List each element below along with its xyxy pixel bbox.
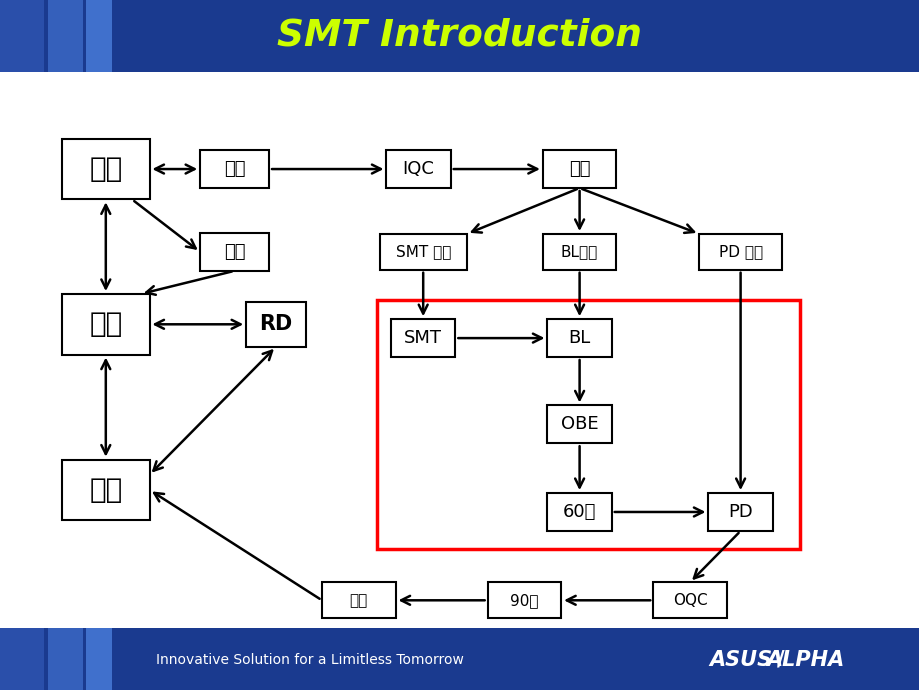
- Bar: [200, 233, 268, 270]
- Bar: [547, 319, 611, 357]
- Bar: [0, 69, 919, 628]
- Text: ALPHA: ALPHA: [765, 650, 844, 669]
- Text: 厂商: 厂商: [223, 243, 245, 261]
- Bar: [386, 150, 450, 188]
- Text: /: /: [777, 650, 784, 669]
- Bar: [547, 493, 611, 531]
- Bar: [380, 234, 467, 270]
- Bar: [547, 406, 611, 444]
- Bar: [0, 628, 919, 690]
- Bar: [377, 300, 800, 549]
- Text: Innovative Solution for a Limitless Tomorrow: Innovative Solution for a Limitless Tomo…: [156, 653, 464, 667]
- Text: 仓储: 仓储: [568, 160, 590, 178]
- Text: 60库: 60库: [562, 503, 596, 521]
- Bar: [0, 0, 44, 72]
- Bar: [652, 582, 726, 618]
- Bar: [62, 139, 150, 199]
- Bar: [62, 294, 150, 355]
- Bar: [62, 460, 150, 520]
- Bar: [246, 302, 305, 346]
- Bar: [542, 234, 616, 270]
- Bar: [391, 319, 455, 357]
- Text: SMT 物料: SMT 物料: [395, 244, 450, 259]
- Text: BL物料: BL物料: [561, 244, 597, 259]
- Text: ASUS: ASUS: [709, 650, 772, 669]
- Text: OBE: OBE: [561, 415, 597, 433]
- Bar: [708, 493, 772, 531]
- Text: PD 物料: PD 物料: [718, 244, 762, 259]
- Bar: [487, 582, 561, 618]
- Bar: [48, 0, 83, 72]
- Text: RD: RD: [259, 315, 292, 334]
- Bar: [200, 150, 268, 188]
- Text: 90库: 90库: [510, 593, 538, 608]
- Text: 出货: 出货: [349, 593, 368, 608]
- Bar: [0, 0, 919, 72]
- Bar: [698, 234, 781, 270]
- Text: SMT Introduction: SMT Introduction: [278, 18, 641, 54]
- Text: BL: BL: [568, 329, 590, 347]
- Text: 业务: 业务: [89, 310, 122, 338]
- Bar: [86, 0, 112, 72]
- Bar: [86, 628, 112, 690]
- Text: 采购: 采购: [89, 155, 122, 183]
- Text: 客户: 客户: [89, 476, 122, 504]
- Text: OQC: OQC: [672, 593, 707, 608]
- Bar: [0, 628, 44, 690]
- Text: SMT: SMT: [403, 329, 442, 347]
- Text: IQC: IQC: [403, 160, 434, 178]
- Bar: [542, 150, 616, 188]
- Text: PD: PD: [728, 503, 752, 521]
- Bar: [322, 582, 395, 618]
- Text: 物控: 物控: [223, 160, 245, 178]
- Bar: [48, 628, 83, 690]
